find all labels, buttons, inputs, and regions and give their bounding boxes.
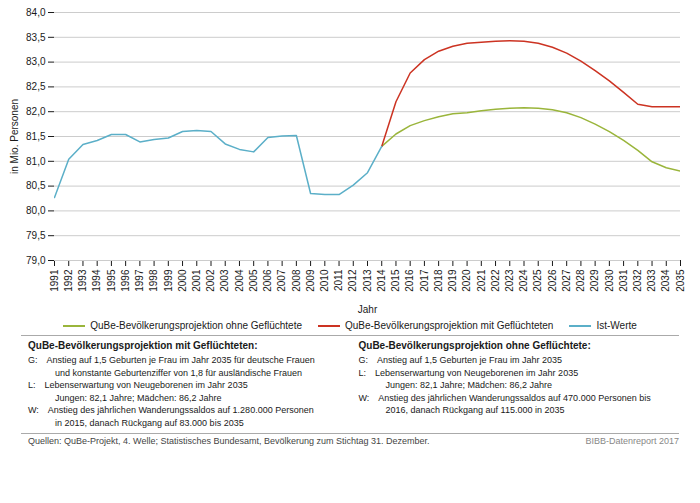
svg-text:2033: 2033 [646, 269, 657, 292]
html-text:G: Anstieg auf 1,5 Geburten je: G: Anstieg auf 1,5 Geburten je Frau im J… [358, 355, 563, 365]
html-text:QuBe-Bevölkerungsprojektion mi: QuBe-Bevölkerungsprojektion mit Geflücht… [345, 320, 554, 331]
svg-text:2017: 2017 [419, 269, 430, 292]
svg-text:2029: 2029 [589, 269, 600, 292]
svg-text:2028: 2028 [575, 269, 586, 292]
html-text:W: Anstieg des jährlichen Wand: W: Anstieg des jährlichen Wanderungssald… [358, 392, 651, 403]
svg-text:2035: 2035 [675, 269, 686, 292]
svg-text:2032: 2032 [632, 269, 643, 292]
html-text:QuBe-Bevölkerungsprojektion mi: QuBe-Bevölkerungsprojektion mit Geflücht… [28, 340, 258, 351]
svg-text:2031: 2031 [618, 269, 629, 292]
svg-text:2006: 2006 [262, 269, 273, 292]
svg-text:2012: 2012 [347, 269, 358, 292]
svg-text:2003: 2003 [219, 269, 230, 292]
html-text:QuBe-Bevölkerungsprojektion oh: QuBe-Bevölkerungsprojektion ohne Geflüch… [90, 320, 302, 331]
html-text:BIBB-Datenreport 2017: BIBB-Datenreport 2017 [585, 436, 679, 446]
html-text:2016, danach Rückgang auf 115.: 2016, danach Rückgang auf 115.000 in 203… [358, 405, 565, 415]
svg-text:2020: 2020 [461, 269, 472, 292]
svg-text:2013: 2013 [362, 269, 373, 292]
svg-text:2023: 2023 [504, 269, 515, 292]
svg-text:2009: 2009 [305, 269, 316, 292]
svg-text:2026: 2026 [547, 269, 558, 292]
svg-text:80,0: 80,0 [26, 205, 46, 216]
svg-text:2001: 2001 [191, 269, 202, 292]
html-text:und konstante Geburtenziffer v: und konstante Geburtenziffer von 1,8 für… [28, 367, 302, 378]
svg-text:2014: 2014 [376, 269, 387, 292]
svg-text:80,5: 80,5 [26, 180, 46, 191]
html-text:QuBe-Bevölkerungsprojektion oh: QuBe-Bevölkerungsprojektion ohne Geflüch… [358, 340, 591, 351]
svg-text:1995: 1995 [106, 269, 117, 292]
svg-text:2008: 2008 [291, 269, 302, 292]
svg-text:2015: 2015 [390, 269, 401, 292]
svg-text:2019: 2019 [447, 269, 458, 292]
svg-text:2027: 2027 [561, 269, 572, 292]
svg-text:in Mio. Personen: in Mio. Personen [9, 99, 20, 174]
svg-text:1994: 1994 [91, 269, 102, 292]
svg-text:2021: 2021 [476, 269, 487, 292]
svg-text:2022: 2022 [490, 269, 501, 292]
svg-text:82,5: 82,5 [26, 81, 46, 92]
svg-text:1991: 1991 [49, 269, 60, 292]
svg-text:81,5: 81,5 [26, 131, 46, 142]
html-text:L: Lebenserwartung von Neugebo: L: Lebenserwartung von Neugeborenen im J… [358, 367, 579, 378]
html-text:Ist-Werte: Ist-Werte [596, 320, 637, 331]
svg-text:84,0: 84,0 [26, 7, 46, 18]
svg-text:83,5: 83,5 [26, 32, 46, 43]
html-text:Quellen: QuBe-Projekt, 4. Well: Quellen: QuBe-Projekt, 4. Welle; Statist… [28, 436, 430, 446]
svg-text:2018: 2018 [433, 269, 444, 292]
svg-text:2007: 2007 [276, 269, 287, 292]
svg-text:2011: 2011 [333, 269, 344, 291]
svg-text:2005: 2005 [248, 269, 259, 292]
svg-text:2025: 2025 [532, 269, 543, 292]
svg-text:1998: 1998 [148, 269, 159, 292]
svg-text:83,0: 83,0 [26, 56, 46, 67]
svg-text:1993: 1993 [77, 269, 88, 292]
svg-text:1999: 1999 [163, 269, 174, 292]
html-text:G: Anstieg auf 1,5 Geburten je: G: Anstieg auf 1,5 Geburten je Frau im J… [28, 355, 315, 365]
svg-text:1992: 1992 [63, 269, 74, 292]
svg-text:79,5: 79,5 [26, 230, 46, 241]
html-text:W: Anstieg des jährlichen Wand: W: Anstieg des jährlichen Wanderungssald… [28, 405, 314, 415]
svg-text:2016: 2016 [404, 269, 415, 292]
svg-text:1997: 1997 [134, 269, 145, 292]
svg-text:79,0: 79,0 [26, 255, 46, 266]
svg-text:Jahr: Jahr [358, 304, 378, 315]
svg-text:2010: 2010 [319, 269, 330, 292]
svg-text:2034: 2034 [660, 269, 671, 292]
html-text:Jungen: 82,1 Jahre; Mädchen: 8: Jungen: 82,1 Jahre; Mädchen: 86,2 Jahre [28, 392, 222, 403]
svg-text:1996: 1996 [120, 269, 131, 292]
svg-text:2004: 2004 [234, 269, 245, 292]
svg-text:2002: 2002 [205, 269, 216, 292]
svg-text:2024: 2024 [518, 269, 529, 292]
svg-text:81,0: 81,0 [26, 156, 46, 167]
html-text:L: Lebenserwartung von Neugebo: L: Lebenserwartung von Neugeborenen im J… [28, 380, 248, 390]
html-text:in 2015, danach Rückgang auf 8: in 2015, danach Rückgang auf 83.000 bis … [28, 417, 244, 428]
html-text:Jungen: 82,1 Jahre; Mädchen: 8: Jungen: 82,1 Jahre; Mädchen: 86,2 Jahre [358, 380, 553, 390]
svg-text:2030: 2030 [604, 269, 615, 292]
svg-text:2000: 2000 [177, 269, 188, 292]
svg-text:82,0: 82,0 [26, 106, 46, 117]
